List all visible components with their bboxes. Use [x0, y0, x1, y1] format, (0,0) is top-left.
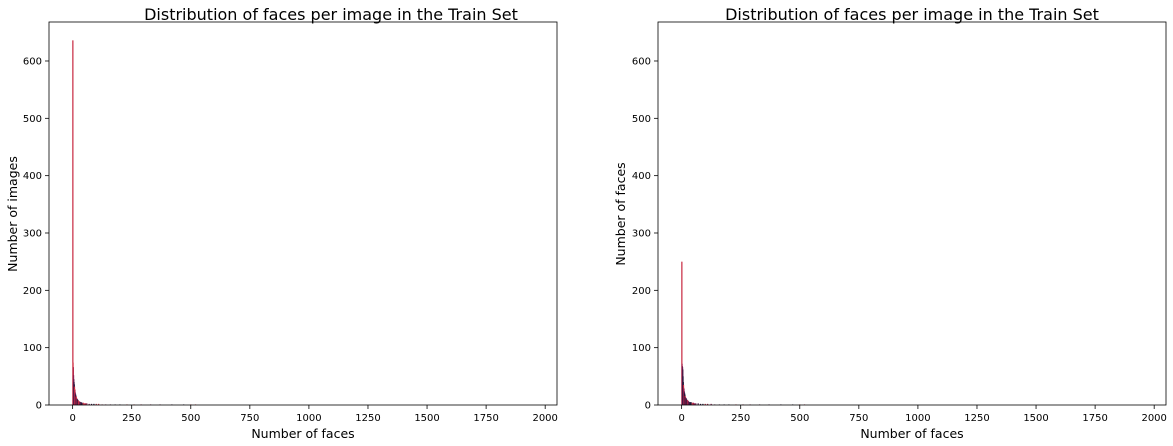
left-plot-frame	[48, 21, 558, 406]
right-y-tick-label: 100	[632, 343, 651, 354]
left-chart-title: Distribution of faces per image in the T…	[144, 5, 518, 24]
right-bar	[695, 403, 697, 405]
left-x-axis-label: Number of faces	[251, 426, 354, 441]
right-y-tick-label: 300	[632, 228, 651, 239]
left-x-tick-label: 250	[122, 413, 141, 424]
left-y-ticks: 0 100 200 300 400 500 600	[23, 56, 49, 412]
left-bar	[79, 402, 82, 405]
right-x-ticks: 0 250 500 750 1000 1250 1500 1750 2000	[678, 405, 1167, 424]
right-plot-frame	[657, 21, 1167, 406]
right-y-tick-label: 400	[632, 171, 651, 182]
left-y-tick-label: 600	[23, 56, 42, 67]
left-y-tick-label: 100	[23, 343, 42, 354]
left-bar	[82, 402, 84, 405]
left-bar	[81, 402, 83, 405]
left-bar	[79, 401, 81, 405]
right-bar	[691, 402, 693, 405]
left-bar	[88, 403, 90, 405]
left-y-tick-label: 200	[23, 286, 42, 297]
left-bar	[72, 40, 74, 406]
right-y-axis-label: Number of faces	[613, 162, 628, 265]
left-x-tick-label: 1750	[473, 413, 498, 424]
right-x-tick-label: 500	[790, 413, 809, 424]
right-x-tick-label: 250	[731, 413, 750, 424]
left-x-tick-label: 2000	[532, 413, 557, 424]
right-x-tick-label: 750	[849, 413, 868, 424]
left-y-axis-label: Number of images	[5, 156, 20, 272]
right-bar	[694, 403, 696, 405]
right-x-tick-label: 0	[678, 413, 684, 424]
right-bar	[707, 403, 709, 405]
right-x-tick-label: 1500	[1023, 413, 1048, 424]
right-bar	[690, 402, 692, 405]
right-bar	[704, 403, 706, 405]
right-bar	[689, 402, 691, 405]
right-y-tick-label: 200	[632, 286, 651, 297]
right-y-ticks: 0 100 200 300 400 500 600	[632, 56, 658, 412]
right-bar	[702, 403, 704, 405]
left-bar	[98, 403, 100, 405]
left-bar	[83, 403, 86, 405]
left-x-tick-label: 750	[240, 413, 259, 424]
right-bar	[692, 402, 695, 405]
left-x-tick-label: 1250	[355, 413, 380, 424]
right-bar	[710, 403, 712, 405]
right-chart-panel: Distribution of faces per image in the T…	[613, 5, 1167, 441]
right-x-tick-label: 2000	[1141, 413, 1166, 424]
right-x-tick-label: 1250	[964, 413, 989, 424]
left-bar	[85, 403, 87, 405]
right-x-tick-label: 1750	[1082, 413, 1107, 424]
right-bar	[688, 402, 691, 405]
left-x-ticks: 0 250 500 750 1000 1250 1500 1750 2000	[69, 405, 558, 424]
left-bar	[93, 403, 95, 405]
right-bar	[697, 403, 699, 405]
left-bar	[95, 403, 97, 405]
left-x-tick-label: 0	[69, 413, 75, 424]
left-bars	[72, 40, 197, 406]
left-y-tick-label: 400	[23, 171, 42, 182]
left-bar	[80, 402, 82, 405]
left-x-tick-label: 1000	[296, 413, 321, 424]
right-chart-title: Distribution of faces per image in the T…	[725, 5, 1099, 24]
right-bar	[688, 401, 690, 405]
left-bar	[86, 403, 88, 405]
right-y-tick-label: 500	[632, 114, 651, 125]
left-x-tick-label: 500	[181, 413, 200, 424]
right-y-tick-label: 600	[632, 56, 651, 67]
left-bar	[90, 403, 93, 405]
left-x-tick-label: 1500	[414, 413, 439, 424]
right-bar	[681, 261, 683, 405]
right-y-tick-label: 0	[645, 401, 651, 412]
left-chart-panel: Distribution of faces per image in the T…	[5, 5, 558, 441]
left-y-tick-label: 300	[23, 228, 42, 239]
right-x-axis-label: Number of faces	[860, 426, 963, 441]
right-bars	[681, 261, 806, 406]
left-y-tick-label: 500	[23, 114, 42, 125]
left-y-tick-label: 0	[36, 401, 42, 412]
right-x-tick-label: 1000	[905, 413, 930, 424]
right-bar	[699, 403, 702, 405]
